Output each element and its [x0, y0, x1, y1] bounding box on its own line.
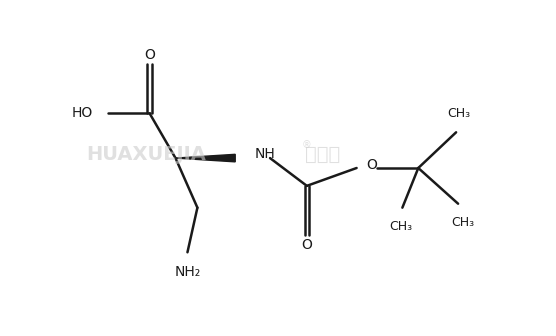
Text: O: O [144, 48, 155, 62]
Text: NH: NH [255, 147, 276, 161]
Text: NH₂: NH₂ [175, 265, 201, 279]
Polygon shape [176, 154, 235, 162]
Text: ®: ® [302, 140, 311, 150]
Text: O: O [301, 238, 312, 252]
Text: O: O [366, 158, 378, 172]
Text: HO: HO [72, 107, 93, 120]
Text: CH₃: CH₃ [389, 219, 412, 233]
Text: HUAXUEJIA: HUAXUEJIA [86, 144, 206, 164]
Text: CH₃: CH₃ [448, 108, 470, 120]
Text: 化学加: 化学加 [305, 144, 340, 164]
Text: CH₃: CH₃ [451, 216, 475, 228]
